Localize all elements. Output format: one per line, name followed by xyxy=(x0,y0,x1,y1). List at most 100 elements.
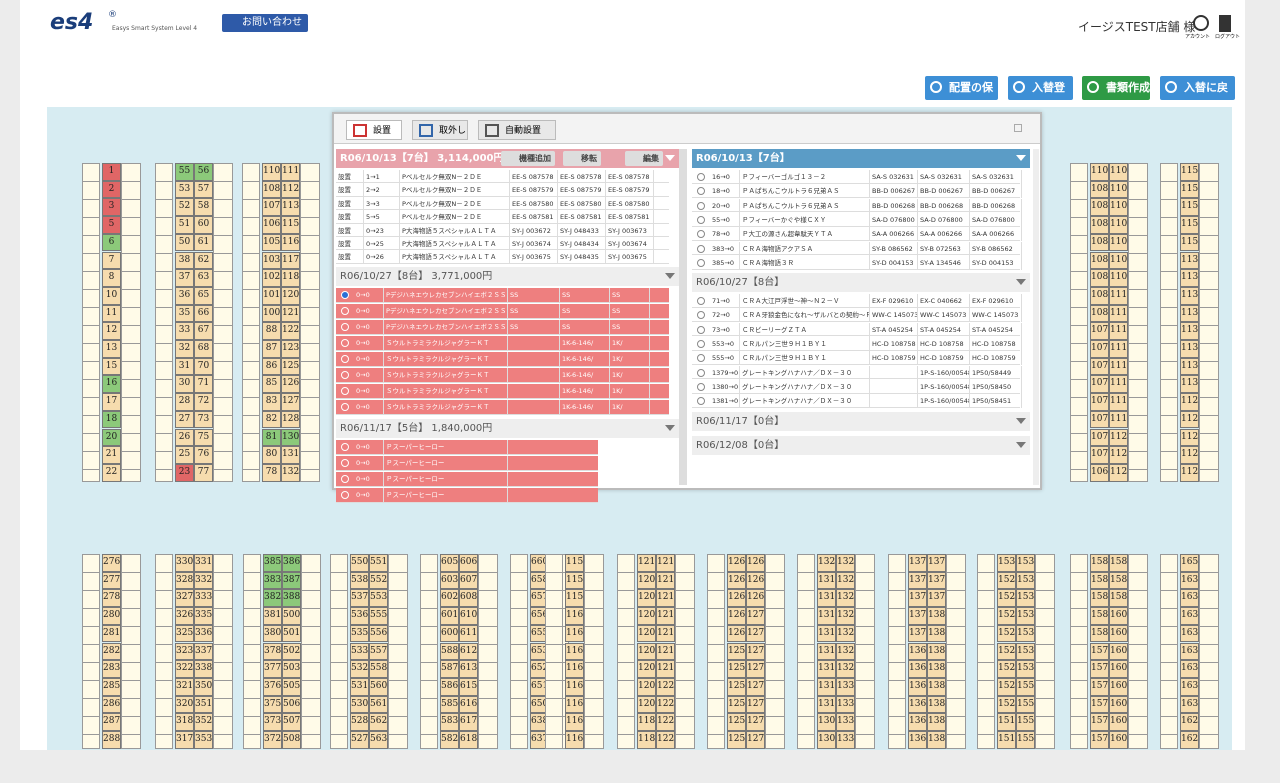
radio[interactable] xyxy=(341,474,349,483)
machine-cell: 562 xyxy=(369,713,388,731)
row-cell: SY-J 048433 xyxy=(558,223,606,238)
dialog-tab[interactable]: 自動設置 xyxy=(478,120,556,140)
radio[interactable] xyxy=(341,402,349,411)
register-button[interactable]: 入替登録 xyxy=(1008,76,1073,118)
radio[interactable] xyxy=(697,382,705,391)
radio[interactable] xyxy=(697,397,705,406)
machine-cell: 1113 xyxy=(1109,322,1128,340)
collapse-arrow[interactable] xyxy=(665,272,675,284)
radio[interactable] xyxy=(341,354,349,363)
table-row: 0→0 Ｐスーパーヒーロー xyxy=(336,487,598,503)
machine-cell: 353 xyxy=(194,731,213,749)
table-row: 設置 5→5 Pベルセルク無双N－２ＤＥ EE-S 087581 EE-S 087581… xyxy=(336,210,669,225)
radio[interactable] xyxy=(697,201,705,210)
radio[interactable] xyxy=(697,244,705,253)
row-cell: グレートキングハナハナ／ＤＸ－３０ xyxy=(740,365,870,380)
machine-cell: 1102 xyxy=(1109,180,1128,199)
row-cell: SS xyxy=(610,303,650,318)
account-label[interactable]: アカウント xyxy=(1185,34,1211,40)
row-cell: 0→0 xyxy=(354,319,384,334)
logout-label[interactable]: ログアウト xyxy=(1215,34,1241,40)
radio[interactable] xyxy=(697,215,705,224)
collapse-arrow[interactable] xyxy=(665,155,675,166)
machine-cell: 352 xyxy=(194,713,213,731)
collapse-arrow[interactable] xyxy=(1016,417,1026,429)
radio[interactable] xyxy=(341,442,349,451)
radio[interactable] xyxy=(341,386,349,395)
radio[interactable] xyxy=(341,322,349,331)
collapse-arrow[interactable] xyxy=(665,424,675,436)
row-cell: 0→0 xyxy=(354,471,384,486)
installation-dialog: 設置 取外し 自動設置 R06/10/13【7台】 3,114,000円 機種追加 移転編… xyxy=(332,112,1042,503)
machine-cell: 1166 xyxy=(565,695,584,714)
row-cell: 1P50/58449 xyxy=(970,365,1022,380)
collapse-arrow[interactable] xyxy=(1016,441,1026,453)
table-row: 設置 2→2 Pベルセルク無双N－２ＤＥ EE-S 087579 EE-S 087579… xyxy=(336,183,669,198)
machine-cell: 1103 xyxy=(1109,198,1128,217)
machine-cell: 130 xyxy=(281,428,300,447)
row-cell: SY-J 003675 xyxy=(510,250,558,265)
dialog-tab[interactable]: 取外し xyxy=(412,120,468,140)
machine-cell: 1377 xyxy=(927,571,946,590)
row-cell: HC-D 108759 xyxy=(970,351,1022,366)
radio[interactable] xyxy=(697,354,705,363)
radio[interactable] xyxy=(341,338,349,347)
radio[interactable] xyxy=(341,458,349,467)
radio[interactable] xyxy=(697,173,705,181)
machine-cell: 328 xyxy=(175,571,194,590)
machine-cell: 81 xyxy=(262,428,281,447)
radio[interactable] xyxy=(341,306,349,315)
machine-cell: 128 xyxy=(281,410,300,429)
machine-cell: 1075 xyxy=(1090,375,1109,394)
machine-cell: 638 xyxy=(530,713,549,731)
row-cell: グレートキングハナハナ／ＤＸ－３０ xyxy=(740,394,870,409)
back-button[interactable]: 入替に戻る xyxy=(1160,76,1235,118)
row-cell: P大海物語５スペシャルＡＬＴＡ xyxy=(400,223,510,238)
radio[interactable] xyxy=(697,230,705,239)
row-cell: 設置 xyxy=(336,250,364,265)
machine-cell: 1070 xyxy=(1090,446,1109,464)
radio[interactable] xyxy=(697,340,705,348)
radio[interactable] xyxy=(341,490,349,499)
machine-cell: 612 xyxy=(459,642,478,661)
machine-cell: 1165 xyxy=(565,677,584,696)
group-action[interactable]: 機種追加 xyxy=(501,151,555,166)
radio[interactable] xyxy=(697,187,705,196)
radio[interactable] xyxy=(341,290,349,299)
machine-cell: 335 xyxy=(194,607,213,625)
account-icon[interactable] xyxy=(1193,15,1209,31)
machine-cell: 10 xyxy=(102,286,121,305)
machine-cell: 7 xyxy=(102,251,121,270)
table-row: 0→0 ＳウルトラミラクルジャグラーＫＴ 1K-6-146/1K/ xyxy=(336,399,669,415)
row-cell: EX-F 029610 xyxy=(870,294,918,309)
dialog-tab[interactable]: 設置 xyxy=(346,120,402,140)
machine-cell: 383 xyxy=(263,571,282,590)
radio[interactable] xyxy=(341,370,349,379)
radio[interactable] xyxy=(697,368,705,377)
row-cell: Ｐスーパーヒーロー xyxy=(384,471,508,486)
save-button[interactable]: 配置の保存 xyxy=(925,76,998,118)
radio[interactable] xyxy=(697,325,705,334)
label-strip xyxy=(478,554,498,749)
contact-label[interactable]: お問い合わせ xyxy=(242,17,302,28)
group-action[interactable]: 編集 xyxy=(625,151,663,166)
machine-cell: 650 xyxy=(530,695,549,714)
document-button[interactable]: 書類作成 xyxy=(1082,76,1150,100)
radio[interactable] xyxy=(697,258,705,267)
machine-cell: 336 xyxy=(194,624,213,643)
machine-cell: 613 xyxy=(459,660,478,678)
radio[interactable] xyxy=(697,311,705,320)
logout-icon[interactable] xyxy=(1219,15,1231,32)
group-action[interactable]: 移転 xyxy=(563,151,601,166)
contact-button[interactable]: お問い合わせ xyxy=(222,14,308,32)
radio[interactable] xyxy=(697,297,705,306)
collapse-arrow[interactable] xyxy=(1016,155,1026,166)
collapse-arrow[interactable] xyxy=(1016,279,1026,290)
row-cell: ＳウルトラミラクルジャグラーＫＴ xyxy=(384,351,508,366)
label-strip xyxy=(243,554,261,749)
row-cell: 設置 xyxy=(336,237,364,251)
row-cell: BB-D 006267 xyxy=(918,184,970,199)
